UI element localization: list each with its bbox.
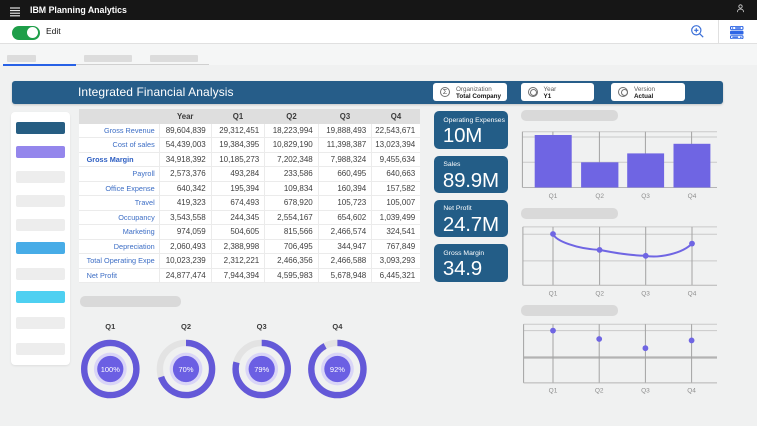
svg-text:Q2: Q2 bbox=[595, 193, 604, 200]
svg-text:Q4: Q4 bbox=[688, 291, 697, 298]
svg-text:Q3: Q3 bbox=[641, 291, 650, 298]
svg-text:Q2: Q2 bbox=[595, 388, 604, 395]
svg-text:Q1: Q1 bbox=[549, 291, 558, 298]
svg-text:92%: 92% bbox=[330, 365, 345, 374]
svg-text:100%: 100% bbox=[101, 365, 121, 374]
svg-text:79%: 79% bbox=[254, 365, 269, 374]
svg-text:Q4: Q4 bbox=[687, 388, 696, 395]
svg-text:Q4: Q4 bbox=[688, 193, 697, 200]
svg-text:70%: 70% bbox=[178, 365, 193, 374]
svg-text:Q3: Q3 bbox=[641, 193, 650, 200]
svg-text:Q3: Q3 bbox=[641, 388, 650, 395]
svg-text:Q2: Q2 bbox=[595, 291, 604, 298]
svg-text:Q1: Q1 bbox=[549, 193, 558, 200]
svg-text:Q1: Q1 bbox=[549, 388, 558, 395]
